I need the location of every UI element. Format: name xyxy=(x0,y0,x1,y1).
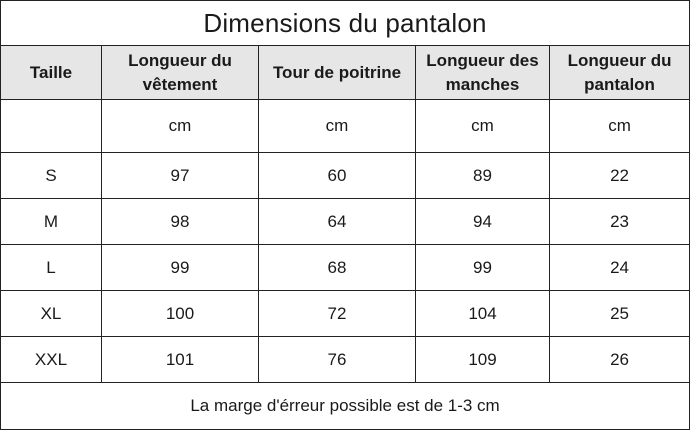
value-cell: 72 xyxy=(258,290,416,337)
tolerance-note: La marge d'érreur possible est de 1-3 cm xyxy=(0,382,690,430)
value-cell: 109 xyxy=(415,336,550,383)
value-cell: 101 xyxy=(101,336,259,383)
header-pants-length: Longueur du pantalon xyxy=(548,45,690,100)
unit-cell xyxy=(0,99,102,153)
size-cell: S xyxy=(0,152,102,199)
header-garment-length: Longueur du vêtement xyxy=(101,45,259,100)
value-cell: 99 xyxy=(101,244,259,291)
value-cell: 60 xyxy=(258,152,416,199)
header-sleeve-length: Longueur des manches xyxy=(415,45,550,100)
value-cell: 89 xyxy=(415,152,550,199)
table-title: Dimensions du pantalon xyxy=(0,0,690,46)
size-cell: M xyxy=(0,198,102,245)
title-row: Dimensions du pantalon xyxy=(0,0,690,46)
value-cell: 25 xyxy=(548,290,690,337)
unit-cell: cm xyxy=(258,99,416,153)
value-cell: 94 xyxy=(415,198,550,245)
value-cell: 100 xyxy=(101,290,259,337)
table-row: M 98 64 94 23 xyxy=(0,198,690,245)
table-row: XXL 101 76 109 26 xyxy=(0,336,690,383)
table-row: S 97 60 89 22 xyxy=(0,152,690,199)
value-cell: 26 xyxy=(548,336,690,383)
size-cell: XL xyxy=(0,290,102,337)
value-cell: 104 xyxy=(415,290,550,337)
header-size: Taille xyxy=(0,45,102,100)
value-cell: 23 xyxy=(548,198,690,245)
header-row: Taille Longueur du vêtement Tour de poit… xyxy=(0,45,690,100)
table-row: L 99 68 99 24 xyxy=(0,244,690,291)
value-cell: 99 xyxy=(415,244,550,291)
table-row: XL 100 72 104 25 xyxy=(0,290,690,337)
footer-row: La marge d'érreur possible est de 1-3 cm xyxy=(0,382,690,430)
value-cell: 24 xyxy=(548,244,690,291)
unit-row: cm cm cm cm xyxy=(0,99,690,153)
value-cell: 98 xyxy=(101,198,259,245)
value-cell: 97 xyxy=(101,152,259,199)
size-cell: L xyxy=(0,244,102,291)
value-cell: 76 xyxy=(258,336,416,383)
value-cell: 22 xyxy=(548,152,690,199)
unit-cell: cm xyxy=(548,99,690,153)
unit-cell: cm xyxy=(101,99,259,153)
value-cell: 64 xyxy=(258,198,416,245)
unit-cell: cm xyxy=(415,99,550,153)
size-cell: XXL xyxy=(0,336,102,383)
header-chest: Tour de poitrine xyxy=(258,45,416,100)
value-cell: 68 xyxy=(258,244,416,291)
